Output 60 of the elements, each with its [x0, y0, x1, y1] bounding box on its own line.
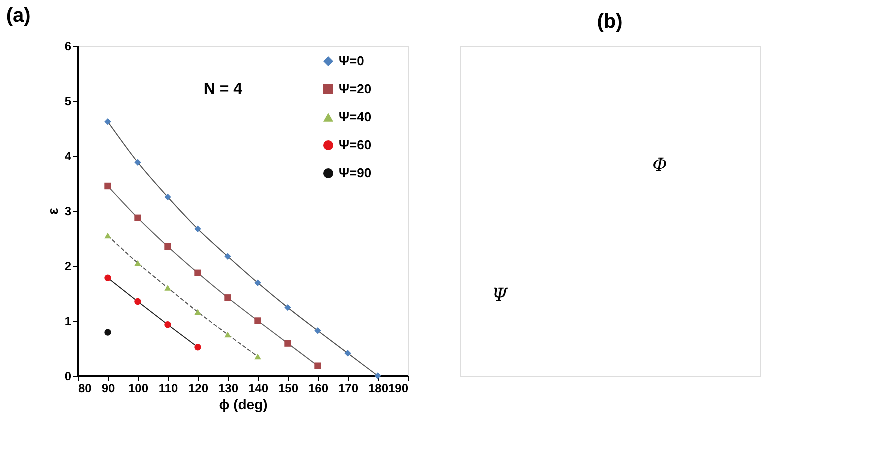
point: [254, 354, 262, 360]
point: [134, 298, 142, 306]
x-tick-label: 160: [308, 382, 329, 396]
x-tick-label: 180: [368, 382, 389, 396]
legend-label: Ψ=20: [339, 82, 372, 96]
chart-title: (a): [6, 5, 31, 27]
point: [104, 118, 112, 126]
annotation: N = 4: [204, 80, 243, 98]
x-tick-label: 80: [78, 382, 92, 396]
text: (b): [597, 11, 623, 33]
point: [134, 260, 142, 266]
point: [134, 214, 142, 222]
point: [344, 350, 352, 357]
legend-label: Ψ=0: [339, 54, 364, 68]
point: [284, 304, 292, 312]
point: [164, 194, 172, 201]
y-tick-label: 4: [64, 150, 72, 164]
y-axis-title: ε: [44, 208, 61, 215]
x-tick-label: 170: [338, 382, 359, 396]
point: [134, 159, 142, 166]
legend-label: Ψ=40: [339, 110, 372, 124]
x-tick-label: 110: [158, 382, 179, 396]
point: [104, 182, 112, 190]
x-tick-label: 100: [128, 382, 149, 396]
point: [104, 274, 112, 282]
point: [284, 340, 292, 347]
x-tick-label: 140: [248, 382, 269, 396]
point: [194, 344, 202, 351]
point: [224, 332, 232, 338]
y-tick-label: 2: [64, 260, 72, 274]
point: [314, 362, 322, 370]
point: [314, 328, 322, 334]
point: [164, 285, 172, 291]
legend-label: Ψ=60: [339, 138, 372, 152]
point: [194, 309, 202, 316]
x-tick-label: 190: [388, 382, 409, 396]
y-tick-label: 3: [64, 204, 72, 218]
y-tick-label: 5: [64, 94, 72, 108]
point: [194, 270, 202, 277]
y-tick-label: 6: [64, 40, 72, 54]
y-tick-label: 1: [64, 314, 72, 328]
point: [164, 243, 172, 250]
point: [224, 253, 232, 260]
point: [194, 226, 202, 233]
text: Ψ: [492, 285, 510, 306]
point: [104, 232, 112, 239]
x-tick-label: 120: [188, 382, 209, 396]
point: [224, 294, 232, 302]
point: [254, 280, 262, 286]
x-tick-label: 90: [102, 382, 116, 396]
x-axis-title: ϕ (deg): [219, 396, 268, 412]
point: [104, 329, 112, 336]
x-tick-label: 150: [278, 382, 299, 396]
legend-label: Ψ=90: [339, 166, 372, 180]
point: [254, 318, 262, 324]
point: [164, 322, 172, 328]
y-tick-label: 0: [64, 370, 72, 384]
point: [374, 372, 382, 380]
x-tick-label: 130: [218, 382, 239, 396]
text: Φ: [652, 155, 668, 176]
